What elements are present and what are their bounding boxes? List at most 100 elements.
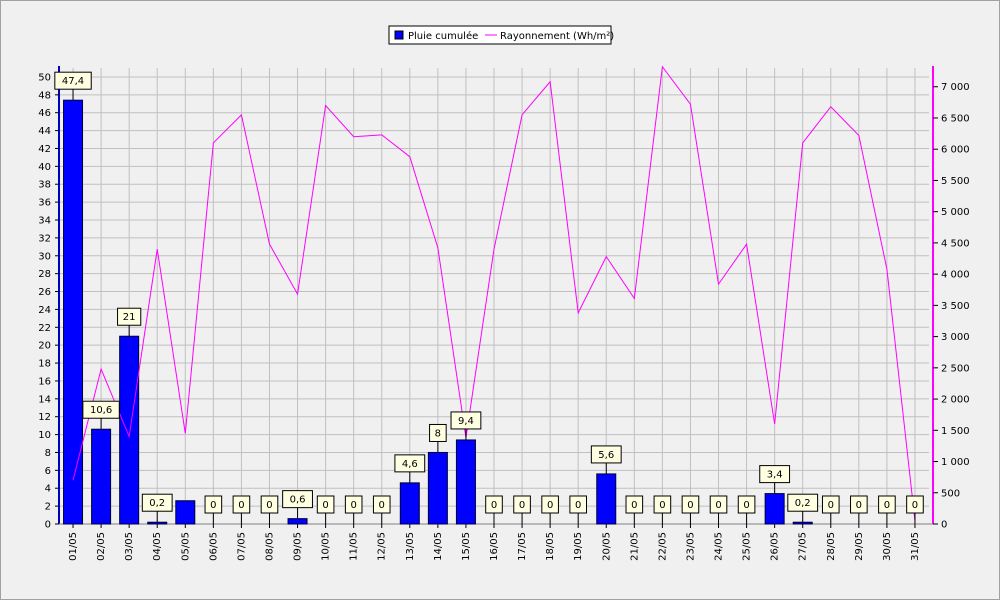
- x-tick-label: 27/05: [798, 532, 809, 561]
- data-label: 0: [828, 500, 834, 511]
- data-label: 0: [856, 500, 862, 511]
- data-label: 4,6: [402, 459, 418, 470]
- y-left-tick-label: 2: [45, 502, 51, 513]
- data-label: 3,4: [767, 470, 783, 481]
- y-left-tick-label: 12: [38, 412, 51, 423]
- data-label: 0: [631, 500, 637, 511]
- data-label-box: [282, 490, 313, 509]
- data-label: 0: [350, 500, 356, 511]
- bar-rain: [287, 518, 308, 525]
- data-label-box: [541, 495, 559, 514]
- y-right-tick-label: 5 500: [941, 176, 970, 187]
- y-right-tick-label: 3 000: [941, 332, 970, 343]
- bar-rain: [63, 99, 84, 525]
- data-label: 0: [547, 500, 553, 511]
- y-right-tick-label: 1 500: [941, 426, 970, 437]
- x-tick-label: 19/05: [573, 532, 584, 561]
- y-left-tick-label: 18: [38, 359, 51, 370]
- y-left-tick-label: 42: [38, 144, 51, 155]
- legend: Pluie cumulée Rayonnement (Wh/m²): [388, 25, 614, 45]
- x-tick-label: 07/05: [236, 532, 247, 561]
- x-tick-label: 22/05: [657, 532, 668, 561]
- bar-rain: [175, 500, 196, 525]
- data-label-box: [590, 445, 622, 464]
- x-tick-label: 18/05: [545, 532, 556, 561]
- x-tick-label: 14/05: [433, 532, 444, 561]
- y-right-tick-label: 6 500: [941, 113, 970, 124]
- x-tick-label: 09/05: [293, 532, 304, 561]
- data-label: 47,4: [62, 76, 84, 87]
- y-left-tick-label: 28: [38, 269, 51, 280]
- x-tick-label: 31/05: [910, 532, 921, 561]
- x-tick-label: 23/05: [685, 532, 696, 561]
- y-left-tick-label: 36: [38, 198, 51, 209]
- x-tick-label: 03/05: [124, 532, 135, 561]
- bar-rain: [596, 473, 617, 525]
- data-label-box: [429, 423, 447, 442]
- data-label: 0: [238, 500, 244, 511]
- x-tick-label: 15/05: [461, 532, 472, 561]
- data-label: 9,4: [458, 416, 474, 427]
- data-label: 5,6: [598, 450, 614, 461]
- y-left-tick-label: 20: [38, 341, 51, 352]
- y-right-tick-label: 1 000: [941, 457, 970, 468]
- x-tick-label: 28/05: [826, 532, 837, 561]
- x-tick-label: 02/05: [96, 532, 107, 561]
- y-left-tick-label: 38: [38, 180, 51, 191]
- data-label-box: [232, 495, 251, 514]
- y-left-tick-label: 50: [38, 72, 51, 83]
- data-label: 0: [379, 500, 385, 511]
- y-left-tick-label: 26: [38, 287, 51, 298]
- data-label: 0: [519, 500, 525, 511]
- y-left-tick-label: 34: [38, 216, 51, 227]
- data-label-box: [709, 495, 728, 514]
- y-right-tick-label: 3 500: [941, 301, 970, 312]
- bar-rain: [119, 335, 140, 525]
- x-tick-label: 25/05: [742, 532, 753, 561]
- data-label: 0: [322, 500, 328, 511]
- data-label-box: [344, 495, 363, 514]
- data-label-box: [260, 495, 279, 514]
- data-label: 21: [123, 312, 136, 323]
- data-label: 0: [743, 500, 749, 511]
- x-tick-label: 30/05: [882, 532, 893, 561]
- data-label-box: [625, 495, 644, 514]
- data-label-box: [117, 307, 142, 326]
- data-label-box: [850, 495, 868, 514]
- y-left-tick-label: 30: [38, 251, 51, 262]
- data-label-box: [372, 495, 391, 514]
- y-right-tick-label: 0: [941, 520, 947, 531]
- y-left-tick-label: 24: [38, 305, 51, 316]
- x-tick-label: 10/05: [321, 532, 332, 561]
- data-label-box: [653, 495, 672, 514]
- data-label-box: [513, 495, 531, 514]
- bar-rain: [764, 493, 785, 525]
- data-label-box: [82, 400, 120, 419]
- bar-rain: [427, 451, 448, 525]
- y-left-tick-label: 44: [38, 126, 51, 137]
- y-left-tick-label: 46: [38, 108, 51, 119]
- data-label-box: [681, 495, 700, 514]
- data-label: 0: [715, 500, 721, 511]
- data-label-box: [141, 493, 173, 512]
- data-label-box: [54, 71, 92, 90]
- y-left-tick-label: 48: [38, 90, 51, 101]
- y-right-tick-label: 4 000: [941, 270, 970, 281]
- x-tick-label: 01/05: [68, 532, 79, 561]
- data-label-box: [316, 495, 335, 514]
- data-label: 0,2: [149, 498, 165, 509]
- x-tick-label: 12/05: [377, 532, 388, 561]
- x-tick-label: 26/05: [770, 532, 781, 561]
- x-tick-label: 06/05: [208, 532, 219, 561]
- y-left-tick-label: 8: [45, 448, 51, 459]
- data-label: 0: [912, 500, 918, 511]
- data-label: 0: [659, 500, 665, 511]
- data-label-box: [906, 495, 924, 514]
- data-label: 0: [575, 500, 581, 511]
- data-label-box: [787, 493, 819, 512]
- y-left-tick-label: 16: [38, 376, 51, 387]
- legend-box: [388, 25, 612, 45]
- bar-rain: [399, 482, 420, 525]
- y-left-tick-label: 40: [38, 162, 51, 173]
